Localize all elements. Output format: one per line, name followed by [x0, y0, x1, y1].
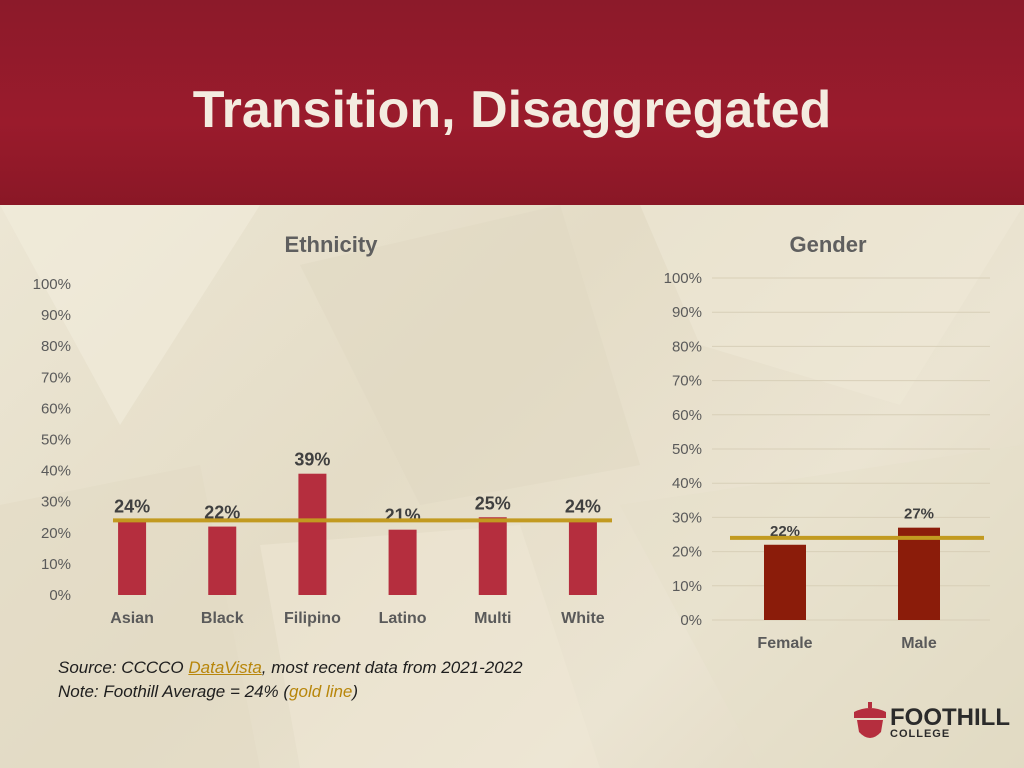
background-facets	[0, 205, 1024, 768]
datavista-link[interactable]: DataVista	[188, 658, 262, 677]
eth-y-tick-label: 70%	[41, 369, 71, 386]
gen-y-tick-label: 50%	[672, 441, 702, 458]
gender-chart-title: Gender	[789, 232, 866, 257]
gen-bar-female	[764, 544, 806, 620]
acorn-icon	[854, 702, 886, 738]
gen-y-tick-label: 30%	[672, 509, 702, 526]
eth-category-label: Filipino	[284, 610, 341, 627]
eth-data-label: 25%	[475, 493, 511, 513]
gen-y-tick-label: 90%	[672, 304, 702, 321]
gen-y-tick-label: 20%	[672, 544, 702, 561]
eth-y-tick-label: 30%	[41, 494, 71, 511]
source-suffix: , most recent data from 2021-2022	[261, 658, 523, 677]
eth-y-tick-label: 80%	[41, 338, 71, 355]
note-line: Note: Foothill Average = 24% (gold line)	[58, 680, 523, 704]
note-prefix: Note: Foothill Average = 24% (	[58, 682, 290, 701]
eth-bar-multi	[478, 517, 507, 595]
eth-data-label: 24%	[114, 496, 150, 516]
gen-data-label: 27%	[904, 506, 934, 523]
gen-bar-male	[898, 527, 940, 620]
gen-y-tick-label: 40%	[672, 475, 702, 492]
eth-y-tick-label: 60%	[41, 400, 71, 417]
eth-data-label: 22%	[204, 503, 240, 523]
eth-y-tick-label: 10%	[41, 556, 71, 573]
gender-chart: Gender 0% 10% 20% 30% 40% 50% 60% 70% 80% 90% 100%…	[664, 232, 990, 652]
eth-category-label: Multi	[474, 610, 511, 627]
gen-y-tick-label: 70%	[672, 373, 702, 390]
eth-bar-black	[208, 526, 237, 595]
gen-y-tick-label: 10%	[672, 578, 702, 595]
eth-category-label: Black	[201, 610, 244, 627]
gen-data-label: 22%	[770, 523, 800, 540]
gen-y-tick-label: 80%	[672, 338, 702, 355]
eth-data-label: 24%	[565, 496, 601, 516]
source-line: Source: CCCCO DataVista, most recent dat…	[58, 656, 523, 680]
ethnicity-chart: Ethnicity 0% 10% 20% 30% 40% 50% 60% 70% 80% 90% 1…	[33, 232, 612, 627]
eth-y-tick-label: 100%	[33, 276, 71, 293]
note-highlight: gold line	[289, 682, 353, 701]
ethnicity-chart-title: Ethnicity	[285, 232, 379, 257]
eth-bar-latino	[388, 529, 417, 595]
gen-category-label: Female	[757, 635, 812, 652]
logo-name: FOOTHILL	[890, 704, 1010, 731]
eth-category-label: White	[561, 610, 605, 627]
gen-y-tick-label: 60%	[672, 407, 702, 424]
gen-y-tick-label: 100%	[664, 270, 702, 287]
eth-bar-asian	[118, 520, 147, 595]
title-banner: Transition, Disaggregated	[0, 0, 1024, 205]
eth-category-label: Asian	[110, 610, 154, 627]
gen-y-tick-label: 0%	[680, 612, 702, 629]
eth-y-tick-label: 0%	[49, 587, 71, 604]
gen-category-label: Male	[901, 635, 937, 652]
eth-y-tick-label: 20%	[41, 525, 71, 542]
foothill-logo: FOOTHILL COLLEGE	[852, 702, 1010, 746]
eth-y-tick-label: 40%	[41, 463, 71, 480]
source-notes: Source: CCCCO DataVista, most recent dat…	[58, 656, 523, 704]
source-prefix: Source: CCCCO	[58, 658, 189, 677]
eth-bar-white	[568, 520, 597, 595]
eth-y-tick-label: 50%	[41, 432, 71, 449]
slide-title: Transition, Disaggregated	[192, 81, 832, 139]
eth-category-label: Latino	[379, 610, 427, 627]
eth-y-tick-label: 90%	[41, 307, 71, 324]
eth-bar-filipino	[298, 473, 327, 595]
eth-data-label: 39%	[294, 450, 330, 470]
eth-data-label: 21%	[385, 506, 421, 526]
logo-subtitle: COLLEGE	[890, 728, 951, 740]
note-suffix: )	[352, 682, 359, 701]
